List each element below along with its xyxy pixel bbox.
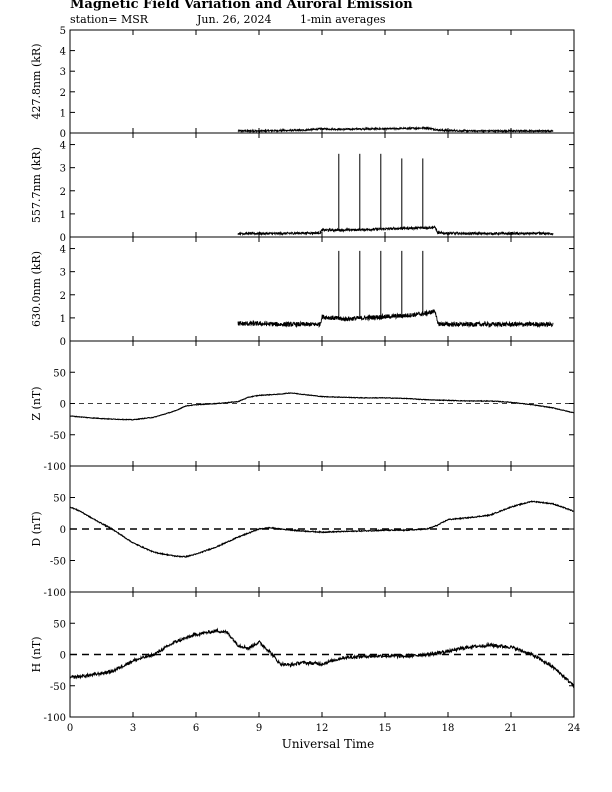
y-tick-label: 50	[53, 368, 66, 379]
series-line	[70, 500, 574, 558]
x-tick-label: 18	[442, 723, 455, 734]
y-tick-label: 2	[60, 88, 66, 99]
x-tick-label: 15	[379, 723, 392, 734]
y-axis-label: 630.0nm (kR)	[30, 251, 43, 327]
y-tick-label: -100	[44, 713, 66, 724]
y-axis-label: Z (nT)	[30, 386, 43, 420]
panel-5: -100 -50 0 50 H (nT)	[30, 591, 575, 724]
y-tick-label: 4	[60, 47, 66, 58]
y-tick-label: 1	[60, 210, 66, 221]
panel-3: -100 -50 0 50 Z (nT)	[30, 340, 575, 473]
x-tick-label: 3	[130, 723, 136, 734]
y-tick-label: 3	[60, 164, 66, 175]
y-axis-label: D (nT)	[30, 511, 43, 546]
series-line	[70, 392, 575, 421]
panel-frame	[69, 132, 575, 238]
y-tick-label: 3	[60, 67, 66, 78]
y-axis-label: 427.8nm (kR)	[30, 43, 43, 119]
y-tick-label: 4	[60, 245, 66, 256]
panel-2: 0 1 2 3 4 630.0nm (kR)	[30, 236, 575, 348]
y-tick-label: 5	[60, 26, 66, 37]
averaging-label: 1-min averages	[300, 13, 386, 26]
series-line	[237, 309, 554, 329]
panel-frame	[69, 29, 575, 134]
y-tick-label: 0	[60, 400, 66, 411]
x-tick-label: 24	[568, 723, 581, 734]
y-tick-label: 3	[60, 268, 66, 279]
y-tick-label: 4	[60, 141, 66, 152]
y-tick-label: 0	[60, 129, 66, 140]
y-tick-label: 50	[53, 619, 66, 630]
y-tick-label: 0	[60, 337, 66, 348]
y-tick-label: 0	[60, 525, 66, 536]
y-tick-label: 1	[60, 108, 66, 119]
panel-1: 0 1 2 3 4 557.7nm (kR)	[30, 132, 575, 244]
x-tick-label: 9	[256, 723, 262, 734]
y-tick-label: -50	[50, 557, 66, 568]
x-tick-label: 21	[505, 723, 518, 734]
series-line	[237, 225, 554, 237]
x-tick-label: 0	[67, 723, 73, 734]
y-tick-label: 0	[60, 651, 66, 662]
y-tick-label: -100	[44, 462, 66, 473]
y-axis-label: 557.7nm (kR)	[30, 147, 43, 223]
x-axis-label: Universal Time	[282, 737, 375, 751]
y-tick-label: 2	[60, 187, 66, 198]
series-line	[69, 627, 575, 689]
y-tick-label: 0	[60, 233, 66, 244]
y-tick-label: 2	[60, 291, 66, 302]
y-tick-label: -50	[50, 431, 66, 442]
y-tick-label: -50	[50, 682, 66, 693]
y-axis-label: H (nT)	[30, 636, 43, 672]
series-line	[237, 125, 554, 134]
y-tick-label: -100	[44, 588, 66, 599]
chart-title: Magnetic Field Variation and Auroral Emi…	[70, 0, 413, 12]
panel-4: -100 -50 0 50 D (nT)	[30, 465, 575, 599]
y-tick-label: 1	[60, 314, 66, 325]
y-tick-label: 50	[53, 494, 66, 505]
panel-0: 0 1 2 3 4 5 427.8nm (kR)	[30, 26, 575, 140]
x-tick-label: 12	[316, 723, 329, 734]
date-label: Jun. 26, 2024	[197, 13, 272, 26]
station-label: station= MSR	[70, 13, 149, 26]
x-tick-label: 6	[193, 723, 199, 734]
